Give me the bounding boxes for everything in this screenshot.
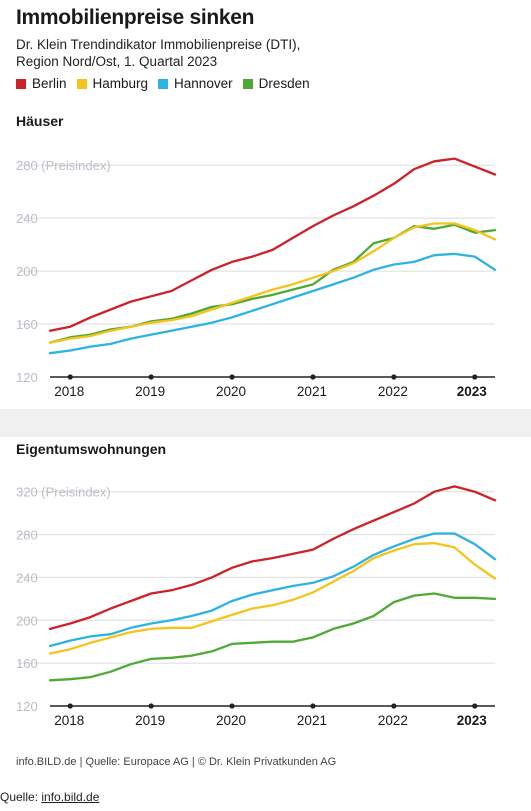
source-line: Quelle: info.bild.de <box>0 790 99 804</box>
chart-eigentumswohnungen: 120 160 200 240 280 320 (Preisindex) 2018 2019 2… <box>16 485 497 728</box>
legend-item-berlin: Berlin <box>16 76 67 91</box>
y-tick-label: 120 <box>16 699 38 714</box>
series-line-hamburg <box>48 222 497 344</box>
y-tick-label: 320 (Preisindex) <box>16 485 111 500</box>
series-line-dresden <box>48 223 497 344</box>
series-line-hannover <box>48 252 497 355</box>
source-label: Quelle: <box>0 790 42 804</box>
legend-swatch-dresden <box>242 78 253 89</box>
x-tick-dot <box>472 374 478 380</box>
x-tick-dot <box>310 703 316 709</box>
y-tick-label: 200 <box>16 613 38 628</box>
legend-item-dresden: Dresden <box>242 76 310 91</box>
chart-title: Immobilienpreise sinken <box>16 6 255 29</box>
panel-title-haeuser: Häuser <box>16 113 64 129</box>
y-tick-label: 120 <box>16 370 38 385</box>
x-tick-label: 2018 <box>54 713 84 728</box>
series-line-berlin <box>48 485 497 631</box>
legend-swatch-hamburg <box>76 78 87 89</box>
x-tick-label: 2021 <box>297 384 327 399</box>
legend-swatch-berlin <box>16 78 26 89</box>
x-tick-dot <box>391 703 397 709</box>
x-tick-label: 2019 <box>135 713 165 728</box>
x-tick-label: 2023 <box>457 384 488 399</box>
x-tick-label: 2020 <box>216 384 246 399</box>
x-tick-dot <box>391 374 397 380</box>
x-tick-dot <box>67 703 73 709</box>
x-tick-label: 2020 <box>216 713 246 728</box>
legend: Berlin Hamburg Hannover Dresden <box>16 76 310 91</box>
chart-haeuser: 120 160 200 240 280 (Preisindex) 2018 2019 2020… <box>16 157 497 399</box>
x-tick-dot <box>472 703 478 709</box>
y-tick-label: 280 (Preisindex) <box>16 158 111 173</box>
x-tick-dot <box>229 374 235 380</box>
x-tick-label: 2022 <box>378 384 408 399</box>
series-line-dresden <box>48 592 497 682</box>
legend-label-dresden: Dresden <box>258 76 310 91</box>
series-line-berlin <box>48 157 497 332</box>
y-tick-label: 240 <box>16 570 38 585</box>
x-tick-dot <box>229 703 235 709</box>
y-tick-label: 160 <box>16 317 38 332</box>
y-tick-label: 280 <box>16 528 38 543</box>
x-tick-dot <box>148 703 154 709</box>
chart-subtitle: Dr. Klein Trendindikator Immobilienpreis… <box>16 37 301 69</box>
x-tick-label: 2021 <box>297 713 327 728</box>
footer-credits: info.BILD.de | Quelle: Europace AG | © D… <box>16 756 337 768</box>
x-tick-label: 2022 <box>378 713 408 728</box>
legend-item-hannover: Hannover <box>158 76 233 91</box>
x-tick-dot <box>310 374 316 380</box>
x-tick-dot <box>148 374 154 380</box>
x-tick-label: 2019 <box>135 384 165 399</box>
legend-label-berlin: Berlin <box>32 76 67 91</box>
x-tick-dot <box>67 374 73 380</box>
legend-label-hamburg: Hamburg <box>92 76 149 91</box>
y-tick-label: 160 <box>16 656 38 671</box>
x-tick-label: 2018 <box>54 384 84 399</box>
source-link[interactable]: info.bild.de <box>41 790 100 804</box>
panel-title-eigentumswohnungen: Eigentumswohnungen <box>16 441 167 457</box>
legend-item-hamburg: Hamburg <box>76 76 149 91</box>
series-line-hamburg <box>48 541 497 655</box>
x-tick-label: 2023 <box>457 713 488 728</box>
y-tick-label: 240 <box>16 211 38 226</box>
series-line-hannover <box>48 532 497 648</box>
section-divider <box>0 409 531 437</box>
y-tick-label: 200 <box>16 264 38 279</box>
legend-swatch-hannover <box>158 78 169 89</box>
legend-label-hannover: Hannover <box>174 76 233 91</box>
